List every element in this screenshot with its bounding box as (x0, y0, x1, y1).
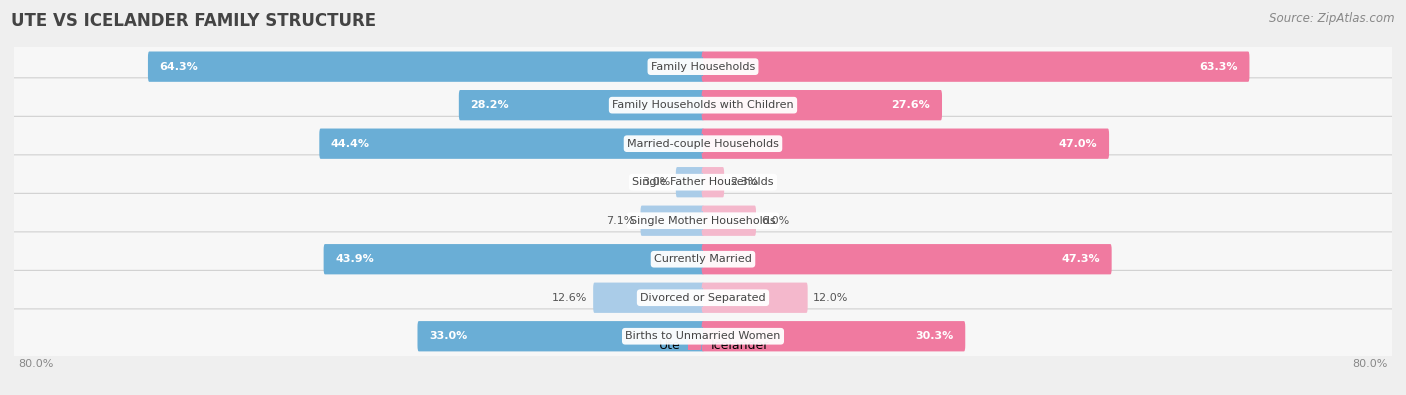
Text: 44.4%: 44.4% (330, 139, 370, 149)
Text: 80.0%: 80.0% (1353, 359, 1388, 369)
Text: 64.3%: 64.3% (160, 62, 198, 71)
Text: Married-couple Households: Married-couple Households (627, 139, 779, 149)
Text: Single Father Households: Single Father Households (633, 177, 773, 187)
Text: Family Households with Children: Family Households with Children (612, 100, 794, 110)
FancyBboxPatch shape (11, 309, 1395, 363)
Text: 33.0%: 33.0% (429, 331, 467, 341)
Text: 63.3%: 63.3% (1199, 62, 1237, 71)
FancyBboxPatch shape (11, 155, 1395, 209)
Text: Family Households: Family Households (651, 62, 755, 71)
Text: 80.0%: 80.0% (18, 359, 53, 369)
FancyBboxPatch shape (11, 78, 1395, 132)
FancyBboxPatch shape (702, 128, 1109, 159)
FancyBboxPatch shape (458, 90, 704, 120)
FancyBboxPatch shape (702, 167, 724, 198)
Text: 30.3%: 30.3% (915, 331, 953, 341)
FancyBboxPatch shape (11, 40, 1395, 94)
FancyBboxPatch shape (323, 244, 704, 275)
FancyBboxPatch shape (702, 321, 966, 352)
Text: 12.0%: 12.0% (813, 293, 849, 303)
FancyBboxPatch shape (11, 194, 1395, 248)
FancyBboxPatch shape (11, 117, 1395, 171)
FancyBboxPatch shape (702, 205, 756, 236)
Text: 43.9%: 43.9% (335, 254, 374, 264)
Text: Source: ZipAtlas.com: Source: ZipAtlas.com (1270, 12, 1395, 25)
Text: Single Mother Households: Single Mother Households (630, 216, 776, 226)
FancyBboxPatch shape (11, 232, 1395, 286)
FancyBboxPatch shape (148, 51, 704, 82)
Legend: Ute, Icelander: Ute, Icelander (637, 339, 769, 352)
FancyBboxPatch shape (641, 205, 704, 236)
FancyBboxPatch shape (676, 167, 704, 198)
Text: Births to Unmarried Women: Births to Unmarried Women (626, 331, 780, 341)
Text: 3.0%: 3.0% (643, 177, 671, 187)
Text: UTE VS ICELANDER FAMILY STRUCTURE: UTE VS ICELANDER FAMILY STRUCTURE (11, 12, 377, 30)
Text: Currently Married: Currently Married (654, 254, 752, 264)
Text: Divorced or Separated: Divorced or Separated (640, 293, 766, 303)
FancyBboxPatch shape (702, 51, 1250, 82)
Text: 47.3%: 47.3% (1062, 254, 1099, 264)
Text: 2.3%: 2.3% (730, 177, 758, 187)
Text: 28.2%: 28.2% (471, 100, 509, 110)
Text: 12.6%: 12.6% (553, 293, 588, 303)
FancyBboxPatch shape (702, 244, 1112, 275)
Text: 6.0%: 6.0% (762, 216, 790, 226)
FancyBboxPatch shape (702, 90, 942, 120)
FancyBboxPatch shape (418, 321, 704, 352)
Text: 7.1%: 7.1% (606, 216, 636, 226)
Text: 47.0%: 47.0% (1059, 139, 1098, 149)
FancyBboxPatch shape (593, 282, 704, 313)
FancyBboxPatch shape (702, 282, 807, 313)
FancyBboxPatch shape (319, 128, 704, 159)
FancyBboxPatch shape (11, 271, 1395, 325)
Text: 27.6%: 27.6% (891, 100, 931, 110)
